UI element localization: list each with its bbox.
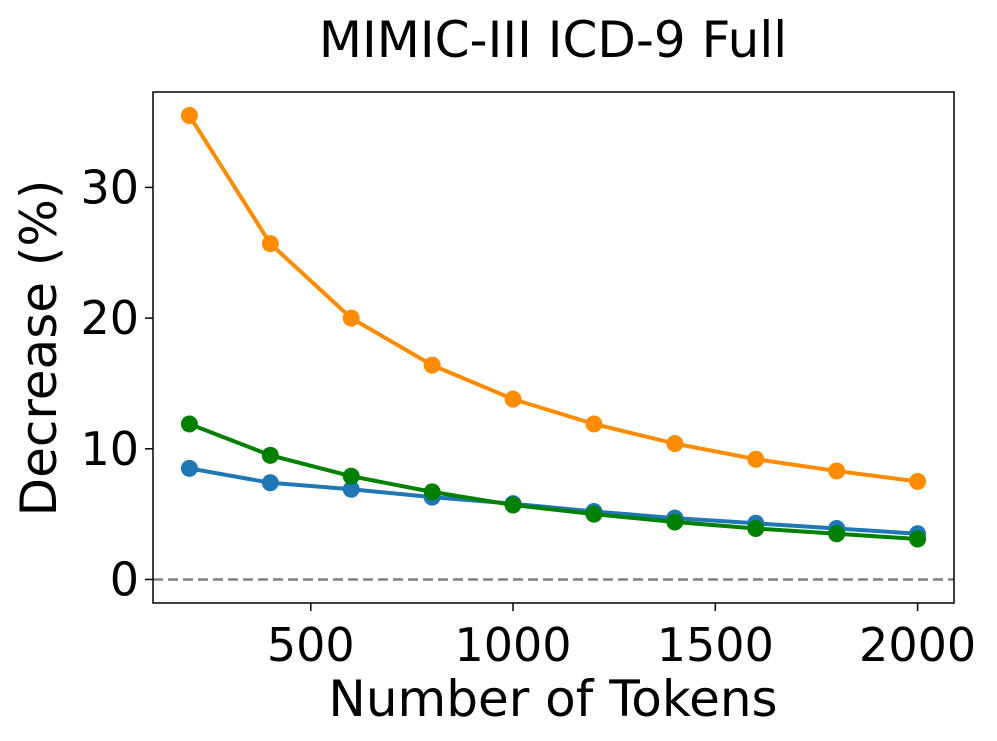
y-axis-label: Decrease (%) [10,180,68,517]
x-tick-label: 1000 [455,618,572,672]
series-line-1 [187,113,920,484]
y-tick-label: 10 [80,422,139,476]
data-point [585,505,603,523]
data-point [666,513,684,531]
data-point [180,415,198,433]
data-point [423,483,441,501]
plot-frame [152,91,955,604]
x-axis-label: Number of Tokens [328,670,777,728]
x-tick-label: 1500 [657,618,774,672]
series-line-3 [187,466,920,536]
data-point [909,530,927,548]
data-point [261,446,279,464]
data-point [180,459,198,477]
plot-area [153,107,954,581]
x-tick-label: 2000 [859,618,976,672]
data-point [342,467,360,485]
x-tick-label: 500 [267,618,355,672]
data-point [261,235,279,253]
data-point [828,525,846,543]
data-point [342,480,360,498]
y-tick-label: 20 [80,291,139,345]
series-line-2 [187,422,920,541]
data-point [504,496,522,514]
y-tick-label: 30 [80,160,139,214]
data-point [504,390,522,408]
data-point [828,462,846,480]
data-point [342,309,360,327]
data-point [585,415,603,433]
axes: 500 1000 1500 2000 0 10 20 30 [80,91,976,672]
chart-title: MIMIC-III ICD-9 Full [319,11,787,69]
data-point [666,435,684,453]
data-point [261,474,279,492]
data-point [180,107,198,125]
data-point [747,520,765,538]
data-point [909,472,927,490]
data-point [423,356,441,374]
data-point [747,450,765,468]
y-tick-label: 0 [110,552,139,606]
